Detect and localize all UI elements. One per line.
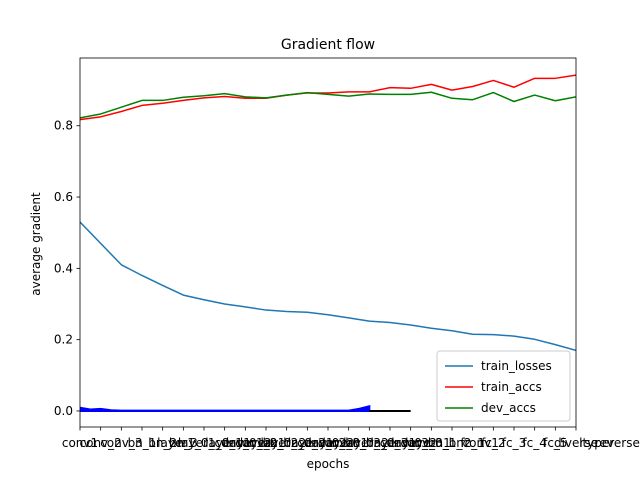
train-losses-line: [80, 221, 576, 352]
y-tick-label: 0.4: [54, 261, 73, 275]
x-tick-label: conv_2: [80, 436, 122, 450]
x-tick-label: conv_3: [100, 436, 142, 450]
y-tick-label: 0.2: [54, 333, 73, 347]
legend-label-dev-accs: dev_accs: [481, 401, 536, 415]
x-tick-label: bn_1: [128, 436, 157, 450]
legend-label-train-accs: train_accs: [481, 380, 542, 394]
series-group: [80, 74, 576, 412]
x-axis-label: epochs: [307, 457, 350, 471]
x-tick-label: layer2_0_bn2: [309, 436, 389, 450]
y-axis-label: average gradient: [29, 192, 43, 296]
x-tick-label: diverse: [554, 436, 598, 450]
y-tick-label: 0.8: [54, 119, 73, 133]
legend-label-train-losses: train_losses: [481, 359, 552, 373]
x-tick-label: layer1_0_bn2: [226, 436, 306, 450]
dev-accs-line: [80, 91, 576, 119]
y-tick-label: 0.0: [54, 404, 73, 418]
x-tick-label: layer2_0_conv2: [261, 436, 355, 450]
x-tick-label: conv1: [62, 436, 98, 450]
x-tick-label: ltyper: [579, 436, 614, 450]
x-tick-label: layer1_0_conv1: [157, 436, 251, 450]
x-tick-label: reverse: [595, 436, 640, 450]
legend-box: [436, 350, 571, 422]
x-tick-label: layer3_0_conv1: [323, 436, 417, 450]
x-tick-label: fc_1: [460, 436, 484, 450]
x-tick-label: layer3_0_bn2: [391, 436, 471, 450]
x-tick-label: fc_3: [502, 436, 526, 450]
chart-title: Gradient flow: [281, 37, 375, 53]
train-accs-line: [80, 74, 576, 121]
x-tick-label: fc_4: [522, 436, 546, 450]
y-tick-label: 0.6: [54, 190, 73, 204]
x-tick-label: bn_3: [169, 436, 198, 450]
plot-area: 0.0 0.2 0.4 0.6 0.8 conv1conv_2conv_3bn_1bn_2…: [54, 57, 640, 450]
x-tick-label: layer1_0_conv2: [178, 436, 272, 450]
x-tick-label: fc_2: [481, 436, 505, 450]
x-tick-label: fc_5: [543, 436, 567, 450]
x-tick-label: layer3_0_conv2: [343, 436, 437, 450]
x-tick-label: layer3_1_conv1: [405, 436, 499, 450]
x-tick-label: layer1_0_bn1: [205, 436, 285, 450]
series-3-area: [80, 405, 371, 412]
x-tick-label: layer2_0_bn1: [288, 436, 368, 450]
x-tick-label: layer3_0_bn1: [371, 436, 451, 450]
legend: train_losses train_accs dev_accs: [436, 350, 571, 422]
x-tick-label: bn_2: [148, 436, 177, 450]
x-tick-label: layer2_0_conv1: [240, 436, 334, 450]
